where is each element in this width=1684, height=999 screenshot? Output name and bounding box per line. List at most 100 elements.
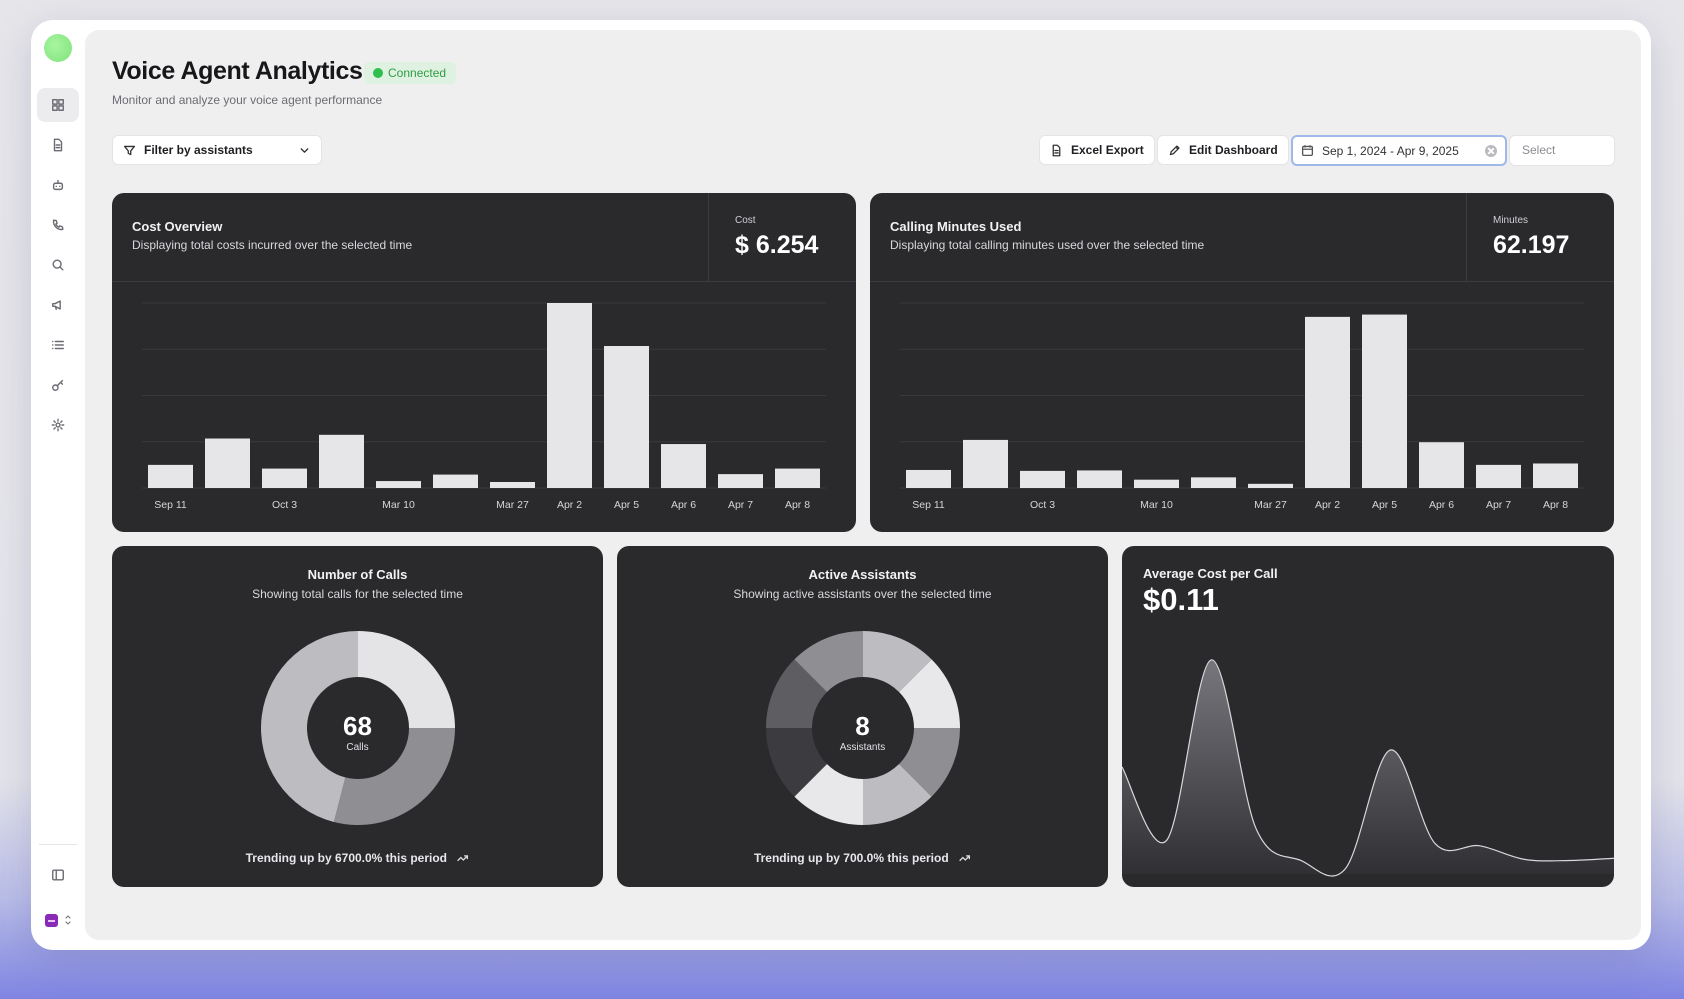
card-description: Displaying total calling minutes used ov…: [890, 238, 1205, 252]
bar: [1077, 470, 1122, 488]
panel-left-icon: [52, 869, 64, 881]
average-cost-card: Average Cost per Call $0.11: [1122, 546, 1614, 887]
bar: [1305, 316, 1350, 488]
average-cost-value: $0.11: [1143, 582, 1219, 617]
file-icon: [1052, 144, 1061, 156]
document-icon: [53, 138, 63, 152]
donut-slice: [261, 631, 358, 822]
number-of-calls-card: Number of Calls Showing total calls for …: [112, 546, 603, 887]
sidebar: [31, 20, 85, 950]
donut-slice: [766, 659, 827, 728]
cost-bar-chart: Sep 11 Oct 3 Mar 10 Mar 27 Apr 2 Apr 5 Apr 6 Ap…: [142, 302, 826, 511]
card-description: Showing active assistants over the selec…: [733, 587, 992, 601]
x-tick-label: Oct 3: [272, 499, 297, 511]
sidebar-item-campaigns[interactable]: [37, 288, 79, 322]
bar: [376, 481, 421, 488]
x-tick-label: Mar 10: [1140, 499, 1173, 511]
sidebar-item-settings[interactable]: [37, 408, 79, 442]
edit-dashboard-button[interactable]: Edit Dashboard: [1157, 135, 1289, 165]
status-dot-icon: [373, 68, 383, 78]
area-line: [1122, 659, 1614, 877]
donut-center-value: 8: [855, 711, 870, 741]
average-cost-area-chart: [1122, 659, 1614, 877]
bar: [1533, 463, 1578, 488]
donut-slice: [333, 728, 455, 825]
list-icon: [52, 340, 64, 350]
filter-assistants-dropdown[interactable]: Filter by assistants: [112, 135, 322, 165]
edit-label: Edit Dashboard: [1189, 143, 1278, 157]
excel-export-button[interactable]: Excel Export: [1039, 135, 1155, 165]
x-tick-label: Apr 6: [1429, 499, 1454, 511]
card-description: Showing total calls for the selected tim…: [252, 587, 463, 601]
cost-overview-card: Cost Overview Displaying total costs inc…: [112, 193, 856, 532]
chevron-up-down-icon: [64, 915, 71, 925]
stat-label: Cost: [735, 215, 756, 226]
sidebar-item-search[interactable]: [37, 248, 79, 282]
gear-icon: [51, 418, 65, 432]
x-tick-label: Mar 27: [496, 499, 529, 511]
bar: [963, 439, 1008, 488]
donut-slice: [766, 728, 827, 797]
page-subtitle: Monitor and analyze your voice agent per…: [112, 93, 383, 107]
sidebar-item-documents[interactable]: [37, 128, 79, 162]
bar: [1020, 470, 1065, 488]
date-range-picker[interactable]: Sep 1, 2024 - Apr 9, 2025: [1291, 135, 1507, 166]
x-tick-label: Apr 2: [557, 499, 582, 511]
pencil-icon: [1169, 144, 1180, 155]
stat-label: Minutes: [1493, 215, 1529, 226]
bar: [319, 434, 364, 488]
clear-date-icon[interactable]: [1485, 144, 1497, 157]
x-tick-label: Apr 5: [1372, 499, 1397, 511]
sidebar-item-assistants[interactable]: [37, 168, 79, 202]
sidebar-divider: [39, 844, 77, 845]
dashboard-icon: [52, 99, 64, 111]
bar: [1248, 483, 1293, 488]
sidebar-item-dashboard[interactable]: [37, 88, 79, 122]
key-icon: [52, 379, 64, 391]
search-icon: [52, 259, 64, 271]
calendar-icon: [1301, 145, 1314, 157]
x-tick-label: Apr 7: [728, 499, 753, 511]
trend-text: Trending up by 6700.0% this period: [112, 851, 603, 865]
donut-slice: [863, 631, 932, 692]
x-tick-label: Mar 10: [382, 499, 415, 511]
x-tick-label: Apr 7: [1486, 499, 1511, 511]
phone-icon: [52, 219, 64, 231]
sidebar-item-keys[interactable]: [37, 368, 79, 402]
select-dropdown[interactable]: Select: [1509, 135, 1615, 166]
bar: [661, 444, 706, 488]
sidebar-item-calls[interactable]: [37, 208, 79, 242]
bar: [1419, 442, 1464, 488]
bar: [1134, 479, 1179, 488]
x-tick-label: Apr 8: [1543, 499, 1568, 511]
card-title: Cost Overview: [132, 219, 223, 234]
donut-slice: [899, 728, 960, 797]
bar: [906, 469, 951, 488]
megaphone-icon: [52, 300, 61, 311]
x-tick-label: Apr 8: [785, 499, 810, 511]
date-range-text: Sep 1, 2024 - Apr 9, 2025: [1322, 143, 1459, 158]
account-switcher[interactable]: [37, 904, 79, 936]
donut-slice: [899, 659, 960, 728]
area-fill: [1122, 659, 1614, 877]
trending-up-icon: [959, 855, 971, 862]
bar: [262, 468, 307, 488]
trend-label: Trending up by 700.0% this period: [753, 851, 949, 865]
assistants-donut-chart: [766, 631, 960, 825]
sidebar-item-logs[interactable]: [37, 328, 79, 362]
donut-slice: [863, 764, 932, 825]
bar: [1476, 464, 1521, 488]
trend-text: Trending up by 700.0% this period: [617, 851, 1108, 865]
bar: [1362, 314, 1407, 488]
bar: [205, 438, 250, 488]
sidebar-toggle-button[interactable]: [37, 858, 79, 892]
x-tick-label: Oct 3: [1030, 499, 1055, 511]
filter-label: Filter by assistants: [144, 143, 253, 157]
app-window: Voice Agent Analytics Connected Monitor …: [31, 20, 1651, 950]
x-tick-label: Mar 27: [1254, 499, 1287, 511]
donut-slice: [794, 764, 863, 825]
page-title: Voice Agent Analytics: [112, 57, 363, 85]
logo-icon[interactable]: [44, 34, 72, 62]
x-tick-label: Sep 11: [154, 499, 187, 511]
stat-value: 62.197: [1493, 231, 1570, 259]
